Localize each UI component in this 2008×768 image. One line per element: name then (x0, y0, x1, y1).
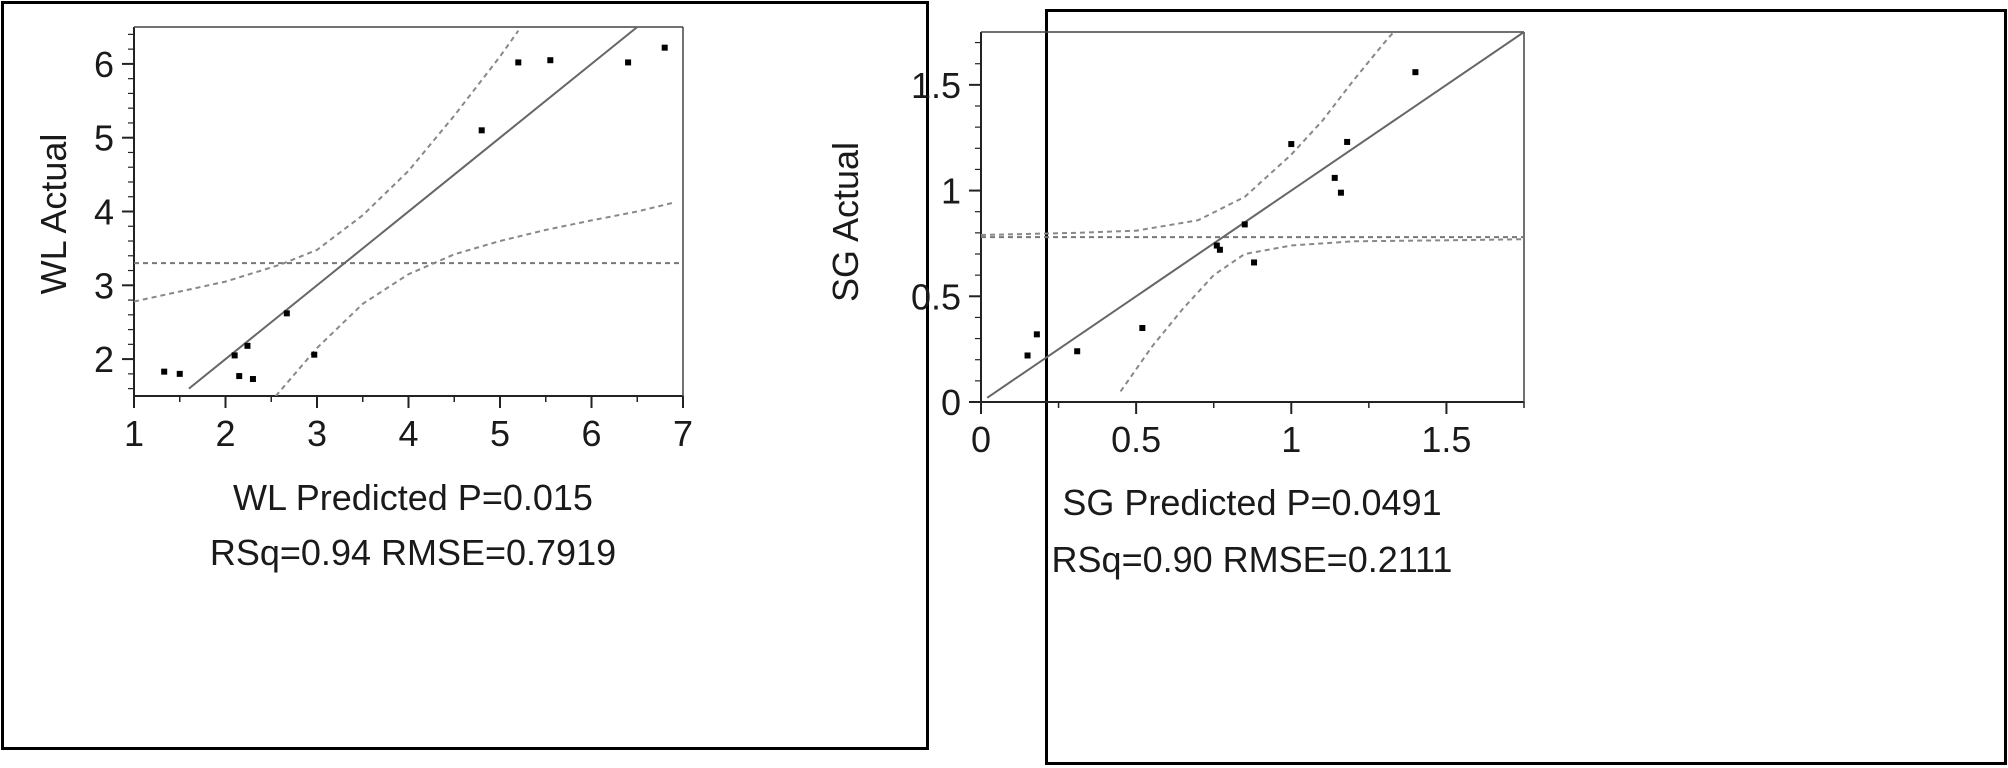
sg-x-axis-label: SG Predicted P=0.0491 (1062, 482, 1441, 523)
sg-y-tick-label: 1 (941, 171, 961, 212)
wl-data-point (236, 373, 243, 380)
sg-data-point (1337, 189, 1344, 196)
sg-plot-area (981, 32, 1524, 399)
sg-confidence-upper (981, 32, 1395, 236)
sg-data-point (1344, 138, 1351, 145)
wl-x-axis-label: WL Predicted P=0.015 (233, 477, 593, 518)
sg-data-point (1213, 242, 1220, 249)
sg-x-tick-label: 1.5 (1421, 419, 1471, 460)
wl-data-point (547, 57, 554, 64)
wl-stats-label: RSq=0.94 RMSE=0.7919 (210, 532, 616, 573)
wl-fit-line (188, 27, 638, 390)
sg-data-point (1074, 348, 1081, 355)
wl-x-tick-label: 1 (124, 413, 144, 454)
wl-y-tick-label: 2 (94, 339, 114, 380)
sg-data-point (1024, 352, 1031, 359)
wl-plot-area (134, 27, 683, 396)
wl-data-point (176, 370, 183, 377)
wl-x-tick-label: 2 (215, 413, 235, 454)
wl-data-point (283, 310, 290, 317)
wl-y-tick-label: 5 (94, 118, 114, 159)
wl-data-point (311, 351, 318, 358)
chart-panel-wl: WL Predicted P=0.015 RSq=0.94 RMSE=0.791… (1, 1, 929, 750)
sg-stats-label: RSq=0.90 RMSE=0.2111 (1052, 539, 1453, 580)
wl-y-tick-label: 3 (94, 265, 114, 306)
sg-fit-line (986, 32, 1524, 399)
wl-data-point (515, 59, 522, 66)
sg-data-point (1251, 259, 1258, 266)
sg-x-tick-label: 0.5 (1111, 419, 1161, 460)
wl-chart-svg: WL Predicted P=0.015 RSq=0.94 RMSE=0.791… (33, 26, 693, 573)
wl-x-tick-label: 4 (398, 413, 418, 454)
wl-data-point (661, 44, 668, 51)
wl-x-tick-label: 5 (490, 413, 510, 454)
wl-data-point (231, 352, 238, 359)
wl-data-point (249, 376, 256, 383)
wl-data-point (625, 59, 632, 66)
sg-y-tick-label: 1.5 (911, 65, 961, 106)
wl-x-tick-label: 3 (307, 413, 327, 454)
sg-data-point (1331, 174, 1338, 181)
sg-data-point (1216, 246, 1223, 253)
wl-y-tick-label: 4 (94, 192, 114, 233)
sg-x-tick-label: 0 (971, 419, 991, 460)
sg-data-point (1139, 325, 1146, 331)
sg-data-point (1241, 221, 1248, 228)
sg-data-point (1033, 331, 1040, 338)
sg-data-point (1288, 141, 1295, 148)
sg-x-tick-label: 1 (1281, 419, 1301, 460)
sg-confidence-lower (1119, 238, 1524, 392)
wl-x-tick-label: 6 (581, 413, 601, 454)
wl-data-point (244, 342, 251, 349)
sg-y-axis-label: SG Actual (825, 142, 866, 302)
wl-data-point (161, 368, 168, 375)
wl-data-point (478, 127, 485, 134)
wl-confidence-upper (134, 30, 520, 303)
sg-y-tick-label: 0.5 (911, 276, 961, 317)
sg-y-tick-label: 0 (941, 382, 961, 423)
wl-x-tick-label: 7 (673, 413, 693, 454)
wl-confidence-lower (275, 201, 675, 396)
sg-chart-svg: SG Predicted P=0.0491 RSq=0.90 RMSE=0.21… (825, 31, 1525, 580)
chart-panel-sg: SG Predicted P=0.0491 RSq=0.90 RMSE=0.21… (825, 9, 2007, 765)
sg-data-point (1412, 69, 1419, 76)
wl-y-axis-label: WL Actual (33, 134, 74, 295)
wl-y-tick-label: 6 (94, 44, 114, 85)
